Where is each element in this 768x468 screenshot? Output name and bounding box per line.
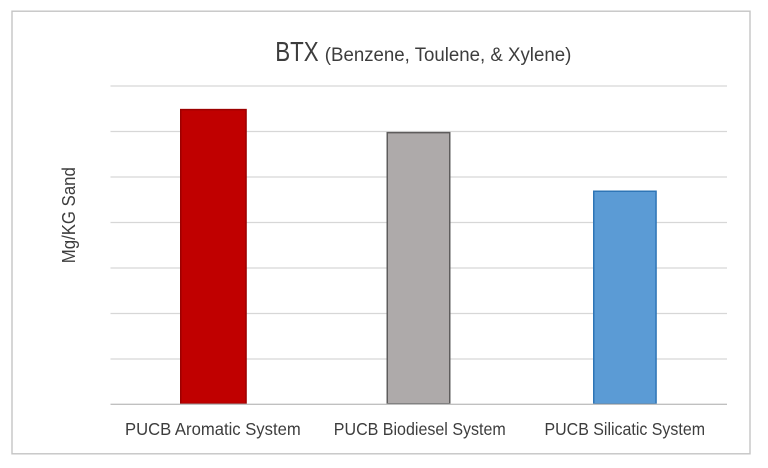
svg-text:PUCB Silicatic System: PUCB Silicatic System: [545, 419, 706, 439]
svg-text:BTX: BTX: [275, 35, 319, 67]
svg-text:(Benzene, Toulene, & Xylene): (Benzene, Toulene, & Xylene): [325, 45, 572, 66]
svg-text:PUCB Aromatic System: PUCB Aromatic System: [125, 419, 301, 439]
svg-text:Mg/KG Sand: Mg/KG Sand: [58, 167, 79, 263]
svg-text:PUCB Biodiesel System: PUCB Biodiesel System: [334, 419, 506, 439]
